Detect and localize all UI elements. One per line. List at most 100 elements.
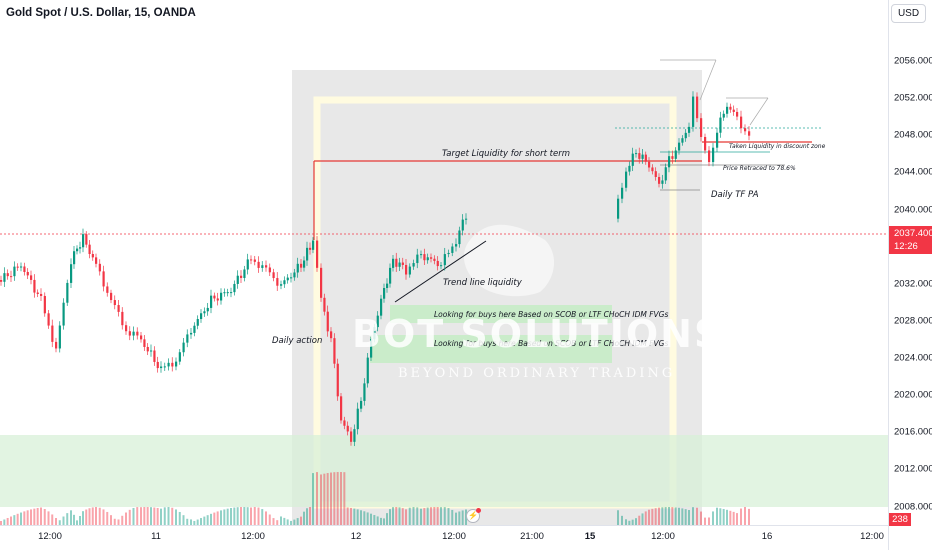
candle-body [140, 335, 143, 340]
trend-line-label: Trend line liquidity [443, 278, 522, 288]
candle-body [465, 218, 468, 220]
volume-bar [193, 520, 196, 525]
candle-body [648, 161, 651, 168]
candle-body [240, 275, 243, 278]
volume-bar [125, 512, 127, 525]
candle-body [658, 177, 661, 184]
price-retraced-label: Price Retraced to 78.6% [723, 165, 796, 172]
currency-button[interactable]: USD [891, 4, 926, 23]
volume-bar [283, 517, 286, 525]
candle-body [447, 252, 450, 255]
volume-bar [13, 515, 16, 525]
time-tick: 12:00 [860, 531, 884, 542]
volume-bar [3, 519, 6, 525]
time-tick: 12:00 [651, 531, 675, 542]
volume-bar [370, 513, 372, 525]
volume-bar [440, 507, 442, 525]
candle-body [681, 138, 684, 143]
candle-body [303, 260, 306, 268]
candle-body [704, 136, 707, 151]
demand-zone-bottom [0, 435, 888, 507]
triangle-side [699, 59, 717, 101]
volume-bar [401, 508, 404, 525]
volume-bar [363, 511, 366, 525]
candle-body [76, 248, 79, 252]
volume-bar [684, 509, 687, 525]
volume-bar [186, 518, 189, 525]
candle-body [102, 271, 105, 287]
candle-body [740, 116, 743, 129]
candle-body [688, 126, 691, 133]
candle-body [66, 282, 69, 303]
candle-body [20, 266, 23, 268]
volume-bar [426, 507, 429, 525]
candle-body [150, 350, 153, 352]
candle-body [253, 259, 256, 262]
volume-bar [380, 517, 382, 525]
volume-bar [240, 507, 242, 525]
candle-body [405, 264, 408, 275]
candle-body [696, 96, 699, 119]
volume-bar [296, 518, 299, 525]
candle-body [233, 283, 236, 293]
candle-body [79, 247, 82, 249]
candle-body [651, 167, 654, 172]
volume-bar [386, 513, 388, 525]
volume-bar [346, 507, 349, 525]
candle-body [10, 276, 13, 278]
volume-bar [206, 515, 209, 525]
candle-body [641, 154, 644, 159]
chart-pane[interactable]: Gold Spot / U.S. Dollar, 15, OANDA Targe… [0, 0, 888, 525]
buy-zone-2 [370, 335, 612, 363]
candle-body [296, 263, 299, 273]
time-tick: 21:00 [520, 531, 544, 542]
volume-bar [326, 473, 329, 525]
candle-body [26, 271, 29, 276]
candle-body [230, 292, 233, 294]
price-axis[interactable] [888, 0, 932, 550]
symbol-title[interactable]: Gold Spot / U.S. Dollar, 15, OANDA [6, 7, 196, 19]
candle-body [323, 297, 326, 312]
candle-body [178, 352, 181, 362]
price-chart[interactable] [0, 0, 888, 525]
candle-body [455, 244, 458, 247]
time-tick: 12:00 [38, 531, 62, 542]
time-tick: 15 [584, 531, 596, 542]
candle-body [744, 128, 747, 132]
volume-bar [303, 511, 305, 525]
candle-body [143, 339, 146, 347]
volume-bar [167, 507, 170, 525]
candle-body [380, 298, 383, 316]
trend-line [394, 240, 487, 303]
volume-bar [343, 472, 346, 525]
candle-body [182, 342, 185, 353]
time-tick: 12:00 [442, 531, 466, 542]
candle-body [268, 267, 271, 273]
volume-bar [51, 514, 54, 525]
candle-body [210, 295, 213, 308]
candle-body [712, 147, 715, 163]
volume-bar [726, 509, 728, 525]
volume-bar [700, 511, 702, 525]
candle-body [153, 350, 156, 362]
price-tick: 2016.000 [894, 426, 932, 438]
taken-liquidity-label: Taken Liquidity in discount zone [729, 143, 826, 150]
candle-body [257, 261, 260, 268]
volume-bar [461, 510, 464, 525]
current-price-label: 2037.400 12:26 [889, 226, 932, 254]
volume-bar [719, 508, 722, 525]
volume-bar [175, 509, 177, 525]
candle-body [430, 257, 433, 259]
volume-bar [353, 508, 356, 525]
time-axis[interactable] [0, 525, 888, 550]
candle-body [58, 325, 61, 349]
volume-bar [651, 508, 654, 525]
volume-bar [628, 520, 631, 525]
candle-body [13, 266, 16, 277]
candle-body [356, 408, 359, 430]
volume-bar [323, 473, 326, 525]
volume-bar [644, 511, 647, 525]
candle-body [146, 346, 149, 352]
candle-body [265, 265, 268, 268]
volume-bar [257, 507, 260, 525]
